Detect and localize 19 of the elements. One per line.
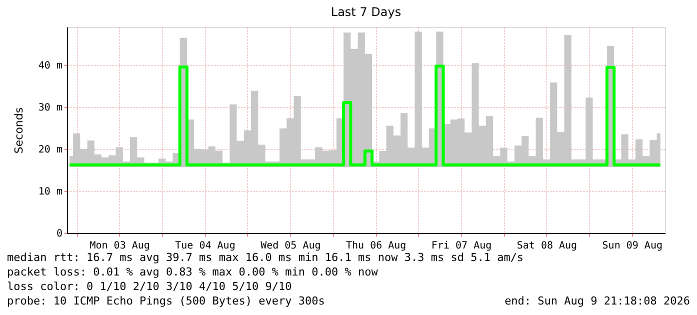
y-tick-label: 10 m <box>38 186 62 198</box>
x-tick-label: Wed 05 Aug <box>260 240 321 252</box>
x-tick-label: Mon 03 Aug <box>90 240 150 252</box>
y-axis-title: Seconds <box>12 107 26 154</box>
text: packet loss: 0.01 % avg 0.83 % max 0.00 % min 0.00 % now <box>7 266 378 278</box>
y-tick-label: 40 m <box>38 60 62 72</box>
text: end: Sun Aug 9 21:18:08 2026 <box>504 294 690 308</box>
y-tick-label: 20 m <box>38 144 62 156</box>
x-tick-label: Sun 09 Aug <box>602 240 663 252</box>
text: probe: 10 ICMP Echo Pings (500 Bytes) every 300s <box>7 294 325 308</box>
chart-title: Last 7 Days <box>330 5 402 19</box>
y-tick-label: 30 m <box>38 102 62 114</box>
text: loss color: 0 1/10 2/10 3/10 4/10 5/10 9/10 <box>7 280 292 293</box>
x-tick-label: Fri 07 Aug <box>431 240 492 252</box>
text: median rtt: 16.7 ms avg 39.7 ms max 16.0 ms min 16.1 ms now 3.3 ms sd 5.1 am/s <box>7 251 524 264</box>
x-tick-label: Sat 08 Aug <box>516 240 578 252</box>
x-tick-label: Thu 06 Aug <box>346 240 406 252</box>
y-tick-label: 0 <box>56 228 62 240</box>
x-tick-label: Tue 04 Aug <box>175 240 236 252</box>
